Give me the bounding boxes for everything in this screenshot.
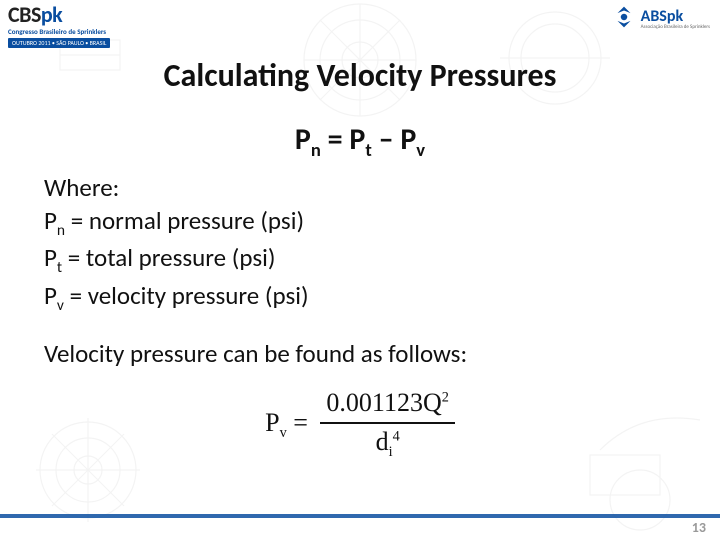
def-line-pn: Pn = normal pressure (psi): [44, 204, 676, 241]
slide-header: CBSpk Congresso Brasileiro de Sprinklers…: [0, 0, 720, 56]
lead-sentence: Velocity pressure can be found as follow…: [44, 338, 676, 369]
slide-title: Calculating Velocity Pressures: [44, 56, 676, 95]
def-line-pv: Pv = velocity pressure (psi): [44, 279, 676, 316]
logo-cbspk-ribbon: OUTUBRO 2011 • SÃO PAULO • BRASIL: [8, 38, 110, 48]
logo-cbspk-text: CBSpk: [8, 4, 110, 26]
numerator: 0.001123Q2: [320, 387, 454, 424]
slide-body: Calculating Velocity Pressures Pn = Pt –…: [0, 50, 720, 518]
main-equation: Pn = Pt – Pv: [44, 121, 676, 161]
def-line-pt: Pt = total pressure (psi): [44, 241, 676, 278]
logo-cbspk-subtitle: Congresso Brasileiro de Sprinklers: [8, 27, 110, 36]
footer-area: 13: [0, 518, 720, 540]
denominator: di4: [320, 424, 454, 462]
fraction: 0.001123Q2 di4: [320, 387, 454, 462]
velocity-pressure-formula: Pv = 0.001123Q2 di4: [44, 387, 676, 462]
definitions: Where: Pn = normal pressure (psi) Pt = t…: [44, 171, 676, 316]
logo-cbspk: CBSpk Congresso Brasileiro de Sprinklers…: [8, 4, 110, 48]
page-number: 13: [692, 519, 706, 536]
logo-abspk: ABSpk Associação Brasileira de Sprinkler…: [611, 4, 710, 35]
logo-abspk-subtitle: Associação Brasileira de Sprinklers: [641, 25, 710, 30]
where-label: Where:: [44, 171, 676, 204]
sprinkler-icon: [611, 4, 637, 35]
logo-abspk-text: ABSpk: [641, 9, 710, 25]
